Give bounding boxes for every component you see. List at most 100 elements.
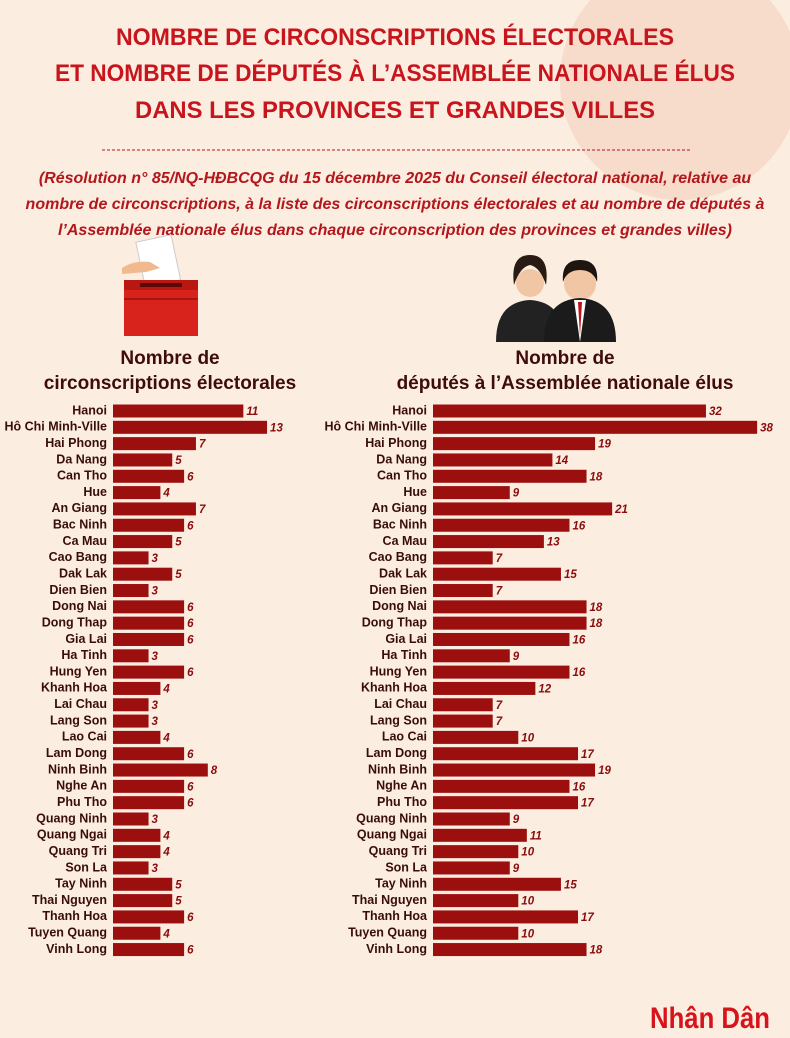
value-label: 17: [581, 798, 594, 810]
value-label: 32: [709, 406, 722, 418]
category-label: Hô Chi Minh-Ville: [4, 420, 107, 434]
value-label: 11: [246, 406, 258, 418]
category-label: Tuyen Quang: [348, 926, 427, 940]
bar: [113, 665, 185, 679]
value-label: 4: [162, 847, 170, 859]
bar: [113, 600, 185, 614]
chart-title: députés à l’Assemblée nationale élus: [397, 373, 734, 394]
value-label: 3: [152, 814, 159, 826]
value-label: 18: [590, 618, 603, 630]
bar: [433, 632, 570, 646]
category-label: Cao Bang: [369, 550, 427, 564]
bar: [433, 779, 570, 793]
value-label: 7: [199, 504, 206, 516]
value-label: 10: [521, 847, 534, 859]
value-label: 10: [521, 732, 534, 744]
category-label: Tay Ninh: [375, 877, 427, 891]
value-label: 6: [187, 471, 194, 483]
title-line: DANS LES PROVINCES ET GRANDES VILLES: [135, 97, 655, 124]
value-label: 18: [590, 602, 603, 614]
category-label: Dak Lak: [59, 566, 107, 580]
category-label: Hô Chi Minh-Ville: [324, 420, 427, 434]
category-label: Gia Lai: [385, 632, 427, 646]
value-label: 3: [152, 586, 159, 598]
bar: [433, 926, 519, 940]
bar: [113, 698, 149, 712]
bar: [433, 714, 493, 728]
bar: [113, 404, 244, 418]
category-label: Thanh Hoa: [362, 909, 428, 923]
bar: [113, 584, 149, 598]
bar: [433, 730, 519, 744]
category-label: Ninh Binh: [48, 762, 107, 776]
bar: [113, 926, 161, 940]
category-label: Tuyen Quang: [28, 926, 107, 940]
value-label: 17: [581, 912, 594, 924]
bar: [433, 943, 587, 957]
category-label: Tay Ninh: [55, 877, 107, 891]
category-label: Bac Ninh: [53, 518, 107, 532]
bar: [113, 877, 173, 891]
chart-title: Nombre de: [120, 348, 219, 369]
bar: [433, 665, 570, 679]
bar: [113, 632, 185, 646]
value-label: 7: [496, 716, 503, 728]
bar: [433, 453, 553, 467]
category-label: Nghe An: [376, 779, 427, 793]
bar: [433, 877, 561, 891]
bar: [113, 649, 149, 663]
bar: [113, 420, 268, 434]
bar: [113, 486, 161, 500]
value-label: 16: [572, 635, 585, 647]
value-label: 9: [513, 814, 520, 826]
bar: [433, 861, 510, 875]
bar: [113, 910, 185, 924]
brand-box: [646, 995, 774, 1035]
category-label: Hai Phong: [45, 436, 107, 450]
category-label: Lang Son: [370, 713, 427, 727]
bar: [433, 469, 587, 483]
category-label: Vinh Long: [366, 942, 427, 956]
category-label: Hai Phong: [365, 436, 427, 450]
value-label: 16: [572, 781, 585, 793]
value-label: 18: [590, 945, 603, 957]
bar: [113, 551, 149, 565]
category-label: Ca Mau: [63, 534, 107, 548]
bar: [433, 812, 510, 826]
value-label: 9: [513, 651, 520, 663]
value-label: 6: [187, 798, 194, 810]
bar: [433, 584, 493, 598]
category-label: Thanh Hoa: [42, 909, 108, 923]
category-label: Dong Thap: [362, 615, 428, 629]
bar: [433, 747, 579, 761]
category-label: Quang Tri: [49, 844, 107, 858]
value-label: 15: [564, 879, 577, 891]
category-label: Quang Ninh: [356, 811, 427, 825]
value-label: 12: [538, 683, 551, 695]
bar: [433, 502, 613, 516]
category-label: Lao Cai: [62, 730, 107, 744]
category-label: Dong Nai: [52, 599, 107, 613]
bar: [113, 828, 161, 842]
value-label: 5: [175, 896, 182, 908]
value-label: 13: [547, 537, 560, 549]
value-label: 13: [270, 422, 283, 434]
category-label: Dien Bien: [369, 583, 427, 597]
value-label: 10: [521, 928, 534, 940]
bar: [113, 730, 161, 744]
category-label: Thai Nguyen: [32, 893, 107, 907]
value-label: 6: [187, 602, 194, 614]
value-label: 19: [598, 765, 611, 777]
bar: [113, 681, 161, 695]
category-label: Dak Lak: [379, 566, 427, 580]
value-label: 38: [760, 422, 773, 434]
category-label: Da Nang: [56, 452, 107, 466]
bar: [113, 779, 185, 793]
value-label: 9: [513, 863, 520, 875]
value-label: 4: [162, 488, 170, 500]
bar: [433, 649, 510, 663]
category-label: Dong Nai: [372, 599, 427, 613]
bar: [433, 894, 519, 908]
bar: [433, 535, 544, 549]
